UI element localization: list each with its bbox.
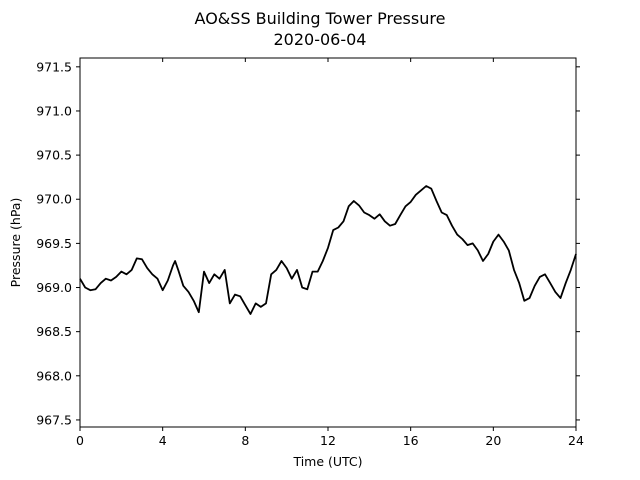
y-tick-label: 967.5 [36, 412, 72, 427]
pressure-series-line [79, 185, 577, 315]
y-tick-label: 970.0 [36, 192, 72, 207]
plot-frame [79, 57, 577, 428]
y-tick-label: 968.5 [36, 324, 72, 339]
x-tick-label: 16 [403, 433, 419, 448]
y-axis-label: Pressure (hPa) [8, 198, 23, 288]
x-axis-label: Time (UTC) [292, 454, 362, 469]
y-tick-label: 970.5 [36, 148, 72, 163]
tick-layer: 0 4 8 12 16 20 24 967.5 968.0 968.5 969.0 969.5 970.… [36, 58, 584, 448]
x-tick-label: 24 [568, 433, 584, 448]
chart-subtitle: 2020-06-04 [274, 30, 367, 49]
y-tick-label: 971.5 [36, 59, 72, 74]
y-tick-label: 969.5 [36, 236, 72, 251]
y-tick-label: 968.0 [36, 368, 72, 383]
chart-title: AO&SS Building Tower Pressure [195, 9, 446, 28]
y-tick-label: 971.0 [36, 103, 72, 118]
y-tick-label: 969.0 [36, 280, 72, 295]
x-tick-label: 8 [241, 433, 249, 448]
x-tick-label: 4 [159, 433, 167, 448]
x-tick-label: 20 [485, 433, 501, 448]
x-tick-label: 12 [320, 433, 336, 448]
x-tick-label: 0 [76, 433, 84, 448]
